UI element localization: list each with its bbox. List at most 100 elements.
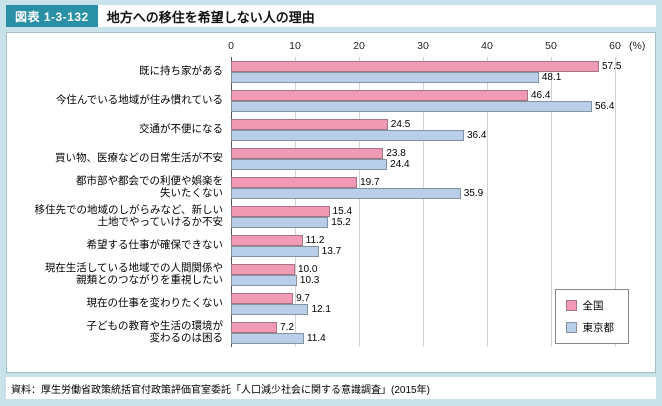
bar-chart: 0 10 20 30 40 50 60 (%) 既に持ち家がある 57.5 48.1 今住んでいる地…	[6, 32, 656, 373]
gridline	[487, 57, 488, 347]
x-axis-tick: 60	[609, 40, 621, 52]
chart-row: 現在の仕事を変わりたくない 9.7 12.1	[7, 289, 655, 318]
bar-全国	[231, 118, 388, 130]
category-label: 子どもの教育や生活の環境が 変わるのは困る	[86, 320, 224, 344]
figure-header: 図表 1-3-132 地方への移住を希望しない人の理由	[6, 5, 656, 27]
legend-label: 全国	[582, 300, 604, 312]
x-axis-tick: 50	[545, 40, 557, 52]
legend-item: 全国	[565, 298, 615, 313]
legend-swatch	[565, 300, 577, 311]
x-axis-tick: 30	[417, 40, 429, 52]
bar-全国	[231, 263, 295, 275]
bar-group: 19.7 35.9	[231, 176, 484, 199]
bar-value: 7.2	[280, 321, 294, 333]
category-label: 移住先での地域のしがらみなど、新しい 土地でやっていけるか不安	[34, 204, 223, 228]
bar-全国	[231, 234, 303, 246]
bar-line: 48.1	[231, 71, 621, 83]
bar-line: 15.2	[231, 216, 352, 228]
bar-line: 12.1	[231, 303, 331, 315]
bar-value: 24.5	[390, 118, 411, 130]
bar-line: 24.5	[231, 118, 486, 130]
bar-東京都	[231, 187, 461, 199]
bar-group: 46.4 56.4	[231, 89, 615, 112]
bar-value: 57.5	[602, 60, 622, 72]
x-axis: 0 10 20 30 40 50 60 (%)	[7, 39, 655, 57]
bar-value: 15.2	[331, 216, 351, 228]
category-label: 既に持ち家がある	[139, 64, 223, 77]
bar-line: 9.7	[231, 292, 331, 304]
chart-row: 買い物、医療などの日常生活が不安 23.8 24.4	[7, 144, 655, 173]
chart-row: 交通が不便になる 24.5 36.4	[7, 115, 655, 144]
bar-value: 46.4	[530, 89, 551, 101]
bar-value: 19.7	[360, 176, 380, 188]
category-label: 希望する仕事が確保できない	[86, 238, 224, 251]
bar-line: 10.3	[231, 274, 320, 286]
bar-value: 23.8	[386, 147, 406, 159]
gridline	[295, 57, 296, 347]
legend-swatch	[565, 322, 577, 333]
bar-line: 36.4	[231, 129, 487, 141]
bar-value: 13.7	[321, 245, 342, 257]
gridline	[551, 57, 552, 347]
bar-全国	[231, 147, 384, 159]
legend-label: 東京都	[582, 322, 615, 334]
bar-group: 15.4 15.2	[231, 205, 353, 228]
bar-東京都	[231, 71, 539, 83]
bar-line: 7.2	[231, 321, 326, 333]
bar-line: 46.4	[231, 89, 614, 101]
chart-row: 子どもの教育や生活の環境が 変わるのは困る 7.2 11.4	[7, 318, 655, 347]
bar-東京都	[231, 129, 464, 141]
bar-value: 35.9	[463, 187, 484, 199]
x-axis-tick: 20	[353, 40, 365, 52]
bar-全国	[231, 176, 358, 188]
bar-line: 24.4	[231, 158, 410, 170]
gridline	[423, 57, 424, 347]
chart-legend: 全国 東京都	[554, 289, 629, 344]
bar-line: 10.0	[231, 263, 319, 275]
bar-value: 11.4	[306, 332, 326, 344]
bar-group: 11.2 13.7	[231, 234, 342, 257]
chart-row: 移住先での地域のしがらみなど、新しい 土地でやっていけるか不安 15.4 15.2	[7, 202, 655, 231]
chart-row: 都市部や都会での利便や娯楽を 失いたくない 19.7 35.9	[7, 173, 655, 202]
category-label: 都市部や都会での利便や娯楽を 失いたくない	[76, 175, 223, 199]
x-axis-tick: 0	[228, 40, 234, 52]
bar-line: 15.4	[231, 205, 353, 217]
legend-item: 東京都	[565, 320, 615, 335]
bar-value: 10.0	[298, 263, 318, 275]
bar-group: 23.8 24.4	[231, 147, 410, 170]
chart-row: 現在生活している地域での人間関係や 親類とのつながりを重視したい 10.0 10.3	[7, 260, 655, 289]
bar-東京都	[231, 216, 329, 228]
x-axis-tick: 40	[481, 40, 493, 52]
x-axis-tick: 10	[289, 40, 301, 52]
bar-value: 10.3	[299, 274, 320, 286]
bar-line: 56.4	[231, 100, 615, 112]
bar-group: 24.5 36.4	[231, 118, 487, 141]
bar-全国	[231, 60, 599, 72]
source-note: 資料：厚生労働省政策統括官付政策評価官室委託「人口減少社会に関する意識調査」(2…	[6, 377, 656, 399]
bar-line: 13.7	[231, 245, 342, 257]
chart-row: 今住んでいる地域が住み慣れている 46.4 56.4	[7, 86, 655, 115]
bar-line: 11.4	[231, 332, 326, 344]
bar-全国	[231, 205, 330, 217]
bar-line: 57.5	[231, 60, 622, 72]
plot-area: 既に持ち家がある 57.5 48.1 今住んでいる地域が住み慣れている 46.4 56.4…	[7, 57, 655, 347]
figure-title: 地方への移住を希望しない人の理由	[106, 9, 315, 25]
category-label: 買い物、医療などの日常生活が不安	[55, 151, 223, 164]
category-label: 今住んでいる地域が住み慣れている	[55, 93, 223, 106]
bar-東京都	[231, 332, 304, 344]
bar-group: 7.2 11.4	[231, 321, 326, 344]
x-axis-unit-label: (%)	[629, 40, 646, 52]
bar-value: 11.2	[305, 234, 325, 246]
bar-value: 36.4	[466, 129, 487, 141]
bar-value: 12.1	[311, 303, 331, 315]
bar-value: 15.4	[332, 205, 353, 217]
bar-value: 24.4	[390, 158, 410, 170]
bar-group: 10.0 10.3	[231, 263, 320, 286]
bar-全国	[231, 321, 278, 333]
bar-東京都	[231, 274, 297, 286]
bar-value: 56.4	[594, 100, 615, 112]
gridline	[359, 57, 360, 347]
bar-line: 19.7	[231, 176, 483, 188]
bar-東京都	[231, 158, 388, 170]
